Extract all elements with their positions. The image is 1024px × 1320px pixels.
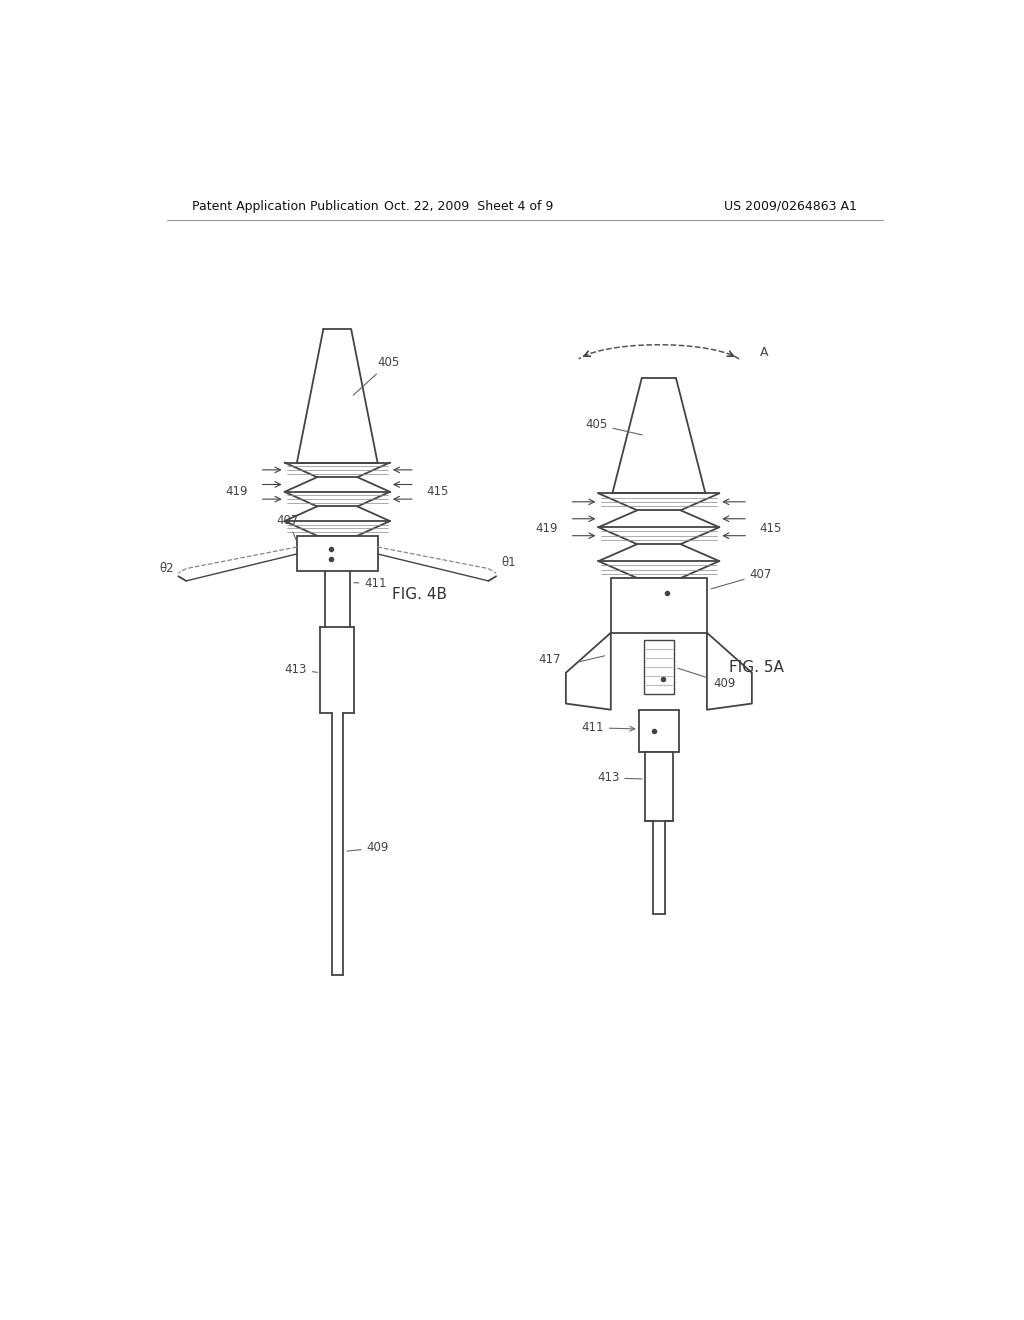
Text: 409: 409 [347,841,389,854]
Text: θ1: θ1 [502,556,516,569]
Text: θ2: θ2 [160,562,174,576]
Text: 413: 413 [597,771,642,784]
Text: FIG. 5A: FIG. 5A [729,660,783,675]
Bar [644,640,674,694]
Text: 405: 405 [586,418,642,436]
Text: 415: 415 [426,484,449,498]
Text: 413: 413 [285,663,317,676]
Text: 411: 411 [582,721,635,734]
Text: 415: 415 [760,521,782,535]
Text: 411: 411 [354,577,387,590]
Bar [645,752,673,821]
Text: 409: 409 [678,668,735,689]
Text: FIG. 4B: FIG. 4B [391,586,446,602]
Bar [639,710,679,752]
Text: A: A [760,346,768,359]
Text: US 2009/0264863 A1: US 2009/0264863 A1 [724,199,856,213]
Bar [611,578,707,632]
Text: 407: 407 [276,515,299,540]
Text: 419: 419 [225,484,248,498]
Text: 419: 419 [536,521,558,535]
Bar [297,536,378,572]
Text: Patent Application Publication: Patent Application Publication [191,199,378,213]
Text: 405: 405 [353,356,399,395]
Text: 407: 407 [711,568,772,589]
Text: Oct. 22, 2009  Sheet 4 of 9: Oct. 22, 2009 Sheet 4 of 9 [384,199,554,213]
Text: 417: 417 [538,653,560,667]
